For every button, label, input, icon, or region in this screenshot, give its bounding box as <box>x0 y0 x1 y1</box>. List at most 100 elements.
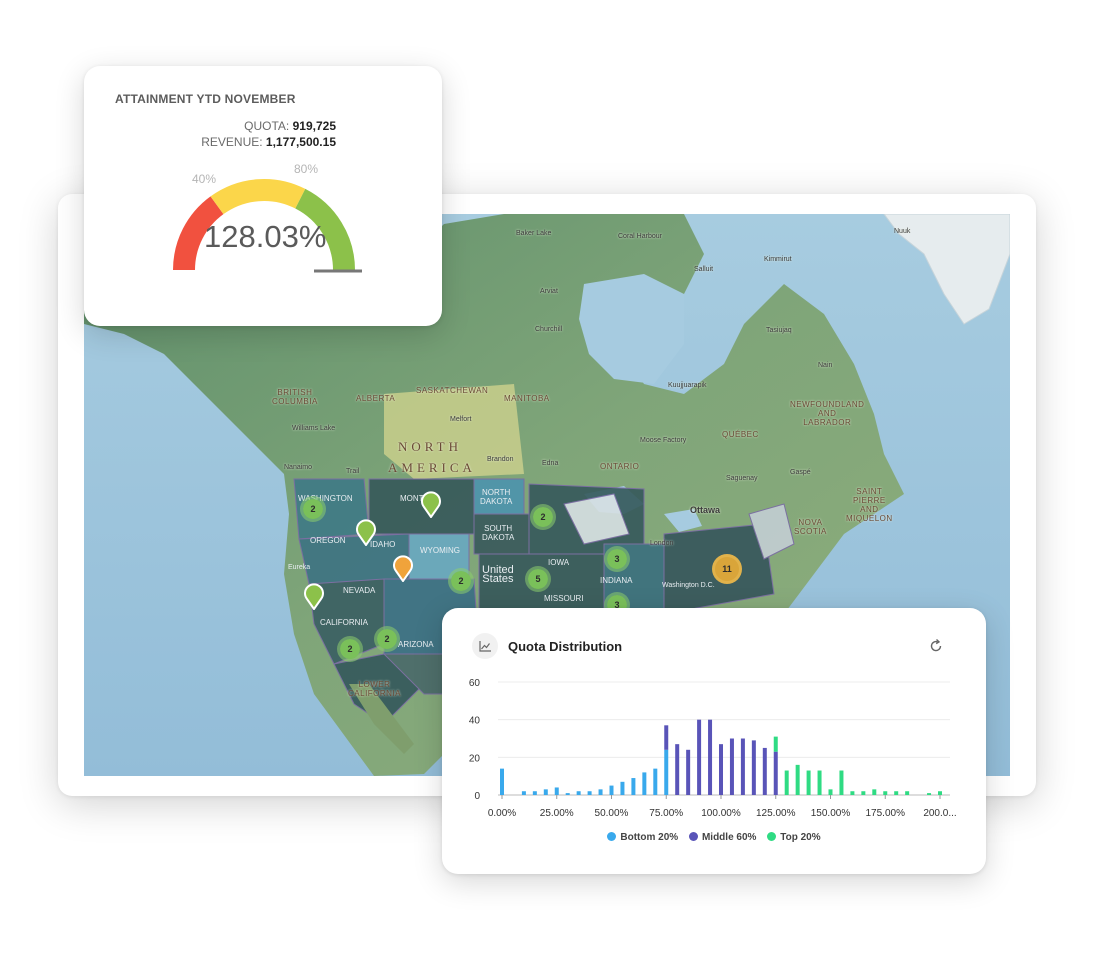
state-label: IOWA <box>548 558 570 567</box>
map-cluster-marker[interactable]: 2 <box>337 636 363 662</box>
place-label: Salluit <box>694 266 714 273</box>
revenue-label: REVENUE: <box>201 135 263 149</box>
histogram-bar[interactable] <box>806 770 811 795</box>
place-label: Churchill <box>535 326 563 333</box>
map-cluster-marker[interactable]: 2 <box>300 496 326 522</box>
map-cluster-marker[interactable]: 11 <box>712 554 742 584</box>
histogram-bar[interactable] <box>773 736 778 752</box>
revenue-row: REVENUE: 1,177,500.15 <box>201 135 336 149</box>
histogram-bar[interactable] <box>697 719 702 795</box>
place-label: Kuujjuarapik <box>668 382 707 389</box>
map-cluster-marker[interactable]: 5 <box>525 566 551 592</box>
province-label: BRITISH COLUMBIA <box>272 388 318 406</box>
histogram-bar[interactable] <box>861 791 866 795</box>
histogram-bar[interactable] <box>521 791 526 795</box>
map-pin-icon[interactable] <box>392 554 414 582</box>
map-pin-icon[interactable] <box>420 490 442 518</box>
place-label: Trail <box>346 468 360 475</box>
histogram-bar[interactable] <box>927 793 932 795</box>
place-label: Baker Lake <box>516 230 552 237</box>
legend-item[interactable]: Middle 60% <box>688 832 756 843</box>
histogram-bar[interactable] <box>708 719 713 795</box>
state-label: CALIFORNIA <box>320 618 369 627</box>
quota-label: QUOTA: <box>244 119 290 133</box>
histogram-bar[interactable] <box>675 744 680 795</box>
histogram-bar[interactable] <box>664 749 669 795</box>
legend-dot <box>607 832 617 841</box>
state-label: WASHINGTON <box>298 494 353 503</box>
histogram-bar[interactable] <box>751 740 756 795</box>
histogram-bar[interactable] <box>828 789 833 795</box>
histogram-bar[interactable] <box>817 770 822 795</box>
histogram-bar[interactable] <box>598 789 603 795</box>
legend-label: Top 20% <box>780 832 821 843</box>
map-pin-icon[interactable] <box>303 582 325 610</box>
place-label: Edna <box>542 460 559 467</box>
state-label: OREGON <box>310 536 346 545</box>
map-cluster-marker[interactable]: 3 <box>604 546 630 572</box>
map-cluster-marker[interactable]: 2 <box>448 568 474 594</box>
histogram-bar[interactable] <box>554 787 559 795</box>
quota-row: QUOTA: 919,725 <box>244 119 336 133</box>
histogram-bar[interactable] <box>905 791 910 795</box>
province-label: MANITOBA <box>504 394 550 403</box>
x-tick-label: 175.00% <box>866 808 906 819</box>
continent-label-line1: NORTH <box>398 439 462 454</box>
map-cluster-marker[interactable]: 2 <box>374 626 400 652</box>
line-chart-icon[interactable] <box>472 633 498 659</box>
histogram-bar[interactable] <box>500 768 504 795</box>
state-label: NEVADA <box>343 586 376 595</box>
refresh-icon[interactable] <box>928 638 944 654</box>
place-label: Moose Factory <box>640 437 687 444</box>
histogram-bar[interactable] <box>565 793 570 795</box>
legend-item[interactable]: Top 20% <box>767 832 821 843</box>
histogram-bar[interactable] <box>642 772 647 795</box>
place-label: Nuuk <box>894 228 911 235</box>
place-label: Melfort <box>450 416 472 423</box>
histogram-bar[interactable] <box>795 764 800 795</box>
histogram-bar[interactable] <box>839 770 844 795</box>
histogram-bar[interactable] <box>740 738 745 796</box>
state-label: INDIANA <box>600 576 633 585</box>
histogram-bar[interactable] <box>894 791 899 795</box>
place-label: Ottawa <box>690 505 721 515</box>
place-label: Nain <box>818 362 833 369</box>
histogram-bar[interactable] <box>729 738 734 796</box>
histogram-bar[interactable] <box>872 789 877 795</box>
histogram-bar[interactable] <box>883 791 888 795</box>
histogram-bar[interactable] <box>762 747 767 795</box>
state-label: NORTH DAKOTA <box>480 488 513 506</box>
histogram-bar[interactable] <box>631 778 636 795</box>
histogram-bar[interactable] <box>653 768 658 795</box>
histogram-bar[interactable] <box>576 791 581 795</box>
map-pin-icon[interactable] <box>355 518 377 546</box>
gauge-mark-low: 40% <box>192 172 217 186</box>
x-tick-label: 0.00% <box>488 808 516 819</box>
attainment-card: ATTAINMENT YTD NOVEMBER QUOTA: 919,725 R… <box>84 66 442 326</box>
quota-histogram: 0 20 40 60 0.00% 25.00% 50.00% 75.00% 100.00% 125… <box>469 678 957 819</box>
histogram-bar[interactable] <box>609 785 614 795</box>
histogram-bar[interactable] <box>620 781 625 795</box>
province-label: ONTARIO <box>600 462 640 471</box>
x-tick-label: 100.00% <box>701 808 741 819</box>
histogram-bar[interactable] <box>587 791 592 795</box>
x-tick-label: 75.00% <box>649 808 683 819</box>
histogram-bar[interactable] <box>784 770 789 795</box>
histogram-bar[interactable] <box>532 791 537 795</box>
y-tick-label: 20 <box>469 753 481 764</box>
legend-item[interactable]: Bottom 20% <box>607 832 678 843</box>
revenue-value: 1,177,500.15 <box>265 135 336 149</box>
chart-legend: Bottom 20% Middle 60% Top 20% <box>442 832 986 843</box>
state-label: ARIZONA <box>398 640 434 649</box>
histogram-bar[interactable] <box>543 789 548 795</box>
state-label: MONTANA <box>400 494 440 503</box>
histogram-bar[interactable] <box>664 725 669 750</box>
histogram-bar[interactable] <box>719 744 723 795</box>
histogram-bar[interactable] <box>773 751 778 795</box>
legend-dot <box>767 832 777 841</box>
histogram-bar[interactable] <box>938 791 942 795</box>
histogram-bar[interactable] <box>850 791 855 795</box>
state-label: IDAHO <box>370 540 396 549</box>
map-cluster-marker[interactable]: 2 <box>530 504 556 530</box>
histogram-bar[interactable] <box>686 749 691 795</box>
